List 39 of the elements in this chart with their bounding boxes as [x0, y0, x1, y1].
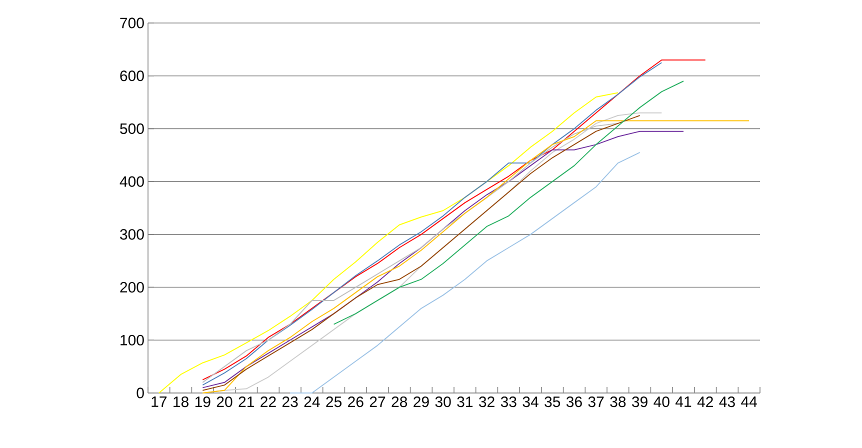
x-tick-label: 18: [174, 396, 188, 408]
x-tick-label: 42: [697, 396, 713, 407]
x-tick-label: 37: [588, 396, 604, 408]
y-tick-label: 100: [120, 334, 144, 346]
x-tick-label: 24: [304, 396, 320, 407]
x-tick-label: 32: [479, 396, 494, 408]
x-tick-label: 23: [282, 396, 298, 408]
x-tick-label: 44: [741, 396, 757, 407]
x-tick-label: 34: [522, 396, 538, 408]
x-tick-label: 21: [238, 396, 254, 407]
x-tick-label: 41: [676, 396, 692, 407]
x-tick-label: 40: [654, 396, 670, 408]
x-tick-label: 39: [632, 396, 648, 408]
line-series: [158, 92, 618, 394]
y-tick-label: 600: [120, 70, 144, 82]
y-tick-label: 500: [120, 123, 144, 134]
x-tick-label: 35: [544, 396, 560, 408]
x-tick-label: 19: [195, 396, 210, 408]
x-tick-label: 22: [260, 396, 276, 407]
line-series: [290, 152, 640, 394]
y-tick-label: 300: [120, 229, 144, 240]
x-tick-label: 25: [326, 396, 342, 408]
x-tick-label: 26: [348, 396, 364, 408]
x-tick-label: 17: [152, 396, 167, 407]
y-tick-label: 200: [120, 282, 144, 293]
x-tick-label: 20: [216, 396, 232, 408]
x-tick-label: 38: [610, 396, 626, 408]
x-tick-label: 27: [370, 396, 386, 407]
x-tick-label: 36: [566, 396, 582, 408]
y-tick-label: 0: [136, 388, 144, 398]
x-tick-label: 28: [392, 396, 408, 408]
x-tick-label: 29: [414, 396, 429, 408]
y-tick-label: 700: [120, 18, 144, 28]
x-tick-label: 43: [719, 396, 735, 408]
line-series: [333, 80, 684, 325]
y-tick-label: 400: [120, 176, 144, 187]
x-tick-label: 33: [500, 396, 516, 408]
x-tick-label: 30: [435, 396, 451, 408]
x-tick-label: 31: [457, 396, 473, 408]
